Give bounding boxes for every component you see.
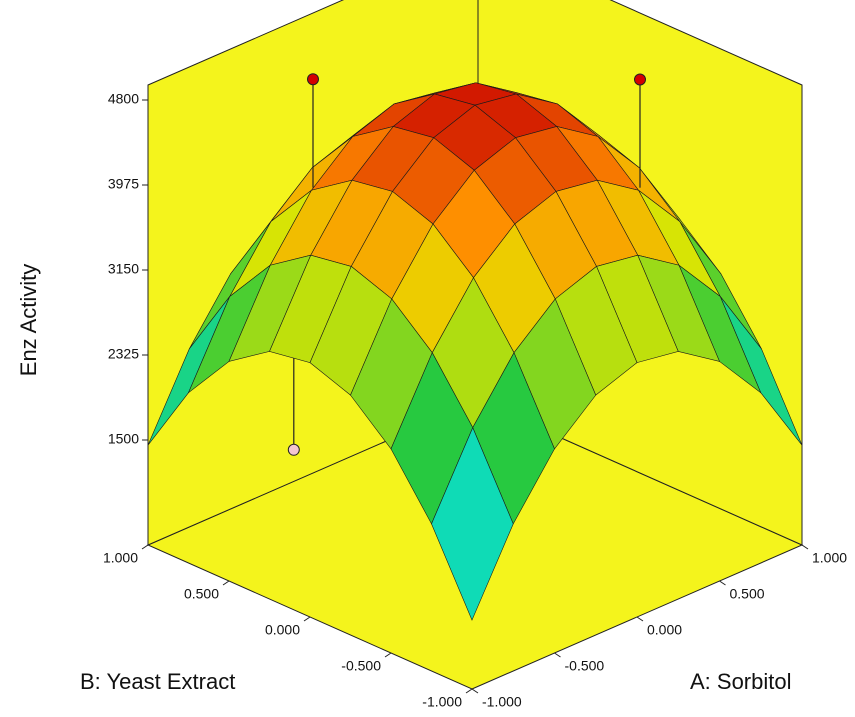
x-tick (801, 544, 809, 550)
axes: -1.000 -0.500 0.000 0.500 1.000 -1.000 -0.500 0… (103, 91, 847, 710)
x-tick (471, 688, 479, 694)
design-point (287, 443, 300, 456)
x-axis-label: A: Sorbitol (690, 669, 792, 694)
y-tick-label: 0.500 (184, 586, 219, 602)
y-tick (222, 580, 230, 586)
x-tick-label: -0.500 (565, 658, 605, 674)
surface-cell (431, 426, 514, 621)
x-tick (554, 652, 561, 658)
x-tick-label: -1.000 (482, 694, 522, 710)
y-axis-label: B: Yeast Extract (80, 669, 235, 694)
y-tick (384, 652, 392, 658)
y-tick-label: 1.000 (103, 550, 138, 566)
z-tick-label: 1500 (108, 431, 139, 447)
design-point (634, 73, 646, 86)
x-tick (719, 580, 726, 586)
y-tick (141, 544, 149, 550)
z-tick-label: 4800 (108, 91, 139, 107)
z-axis-label: Enz Activity (16, 264, 41, 376)
z-tick-label: 3975 (108, 176, 139, 192)
visible-points (307, 73, 646, 188)
surface (147, 82, 803, 621)
y-tick (465, 688, 473, 694)
y-tick (303, 616, 311, 622)
x-tick-label: 0.500 (730, 586, 765, 602)
x-tick (636, 616, 644, 622)
design-point (307, 73, 319, 86)
z-tick-label: 3150 (108, 261, 139, 277)
y-tick-label: 0.000 (265, 622, 300, 638)
x-tick-label: 1.000 (812, 550, 847, 566)
z-tick-label: 2325 (108, 346, 139, 362)
y-tick-label: -0.500 (341, 658, 381, 674)
x-tick-label: 0.000 (647, 622, 682, 638)
y-tick-label: -1.000 (422, 694, 462, 710)
